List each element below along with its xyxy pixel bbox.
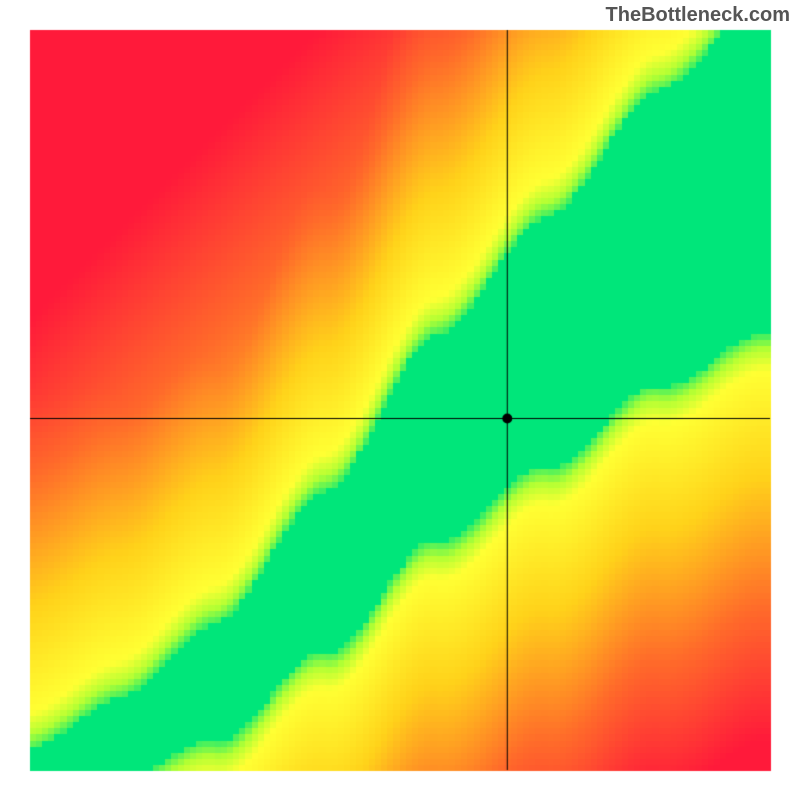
watermark-text: TheBottleneck.com: [606, 4, 790, 27]
bottleneck-heatmap: [0, 0, 800, 800]
chart-container: TheBottleneck.com: [0, 0, 800, 800]
